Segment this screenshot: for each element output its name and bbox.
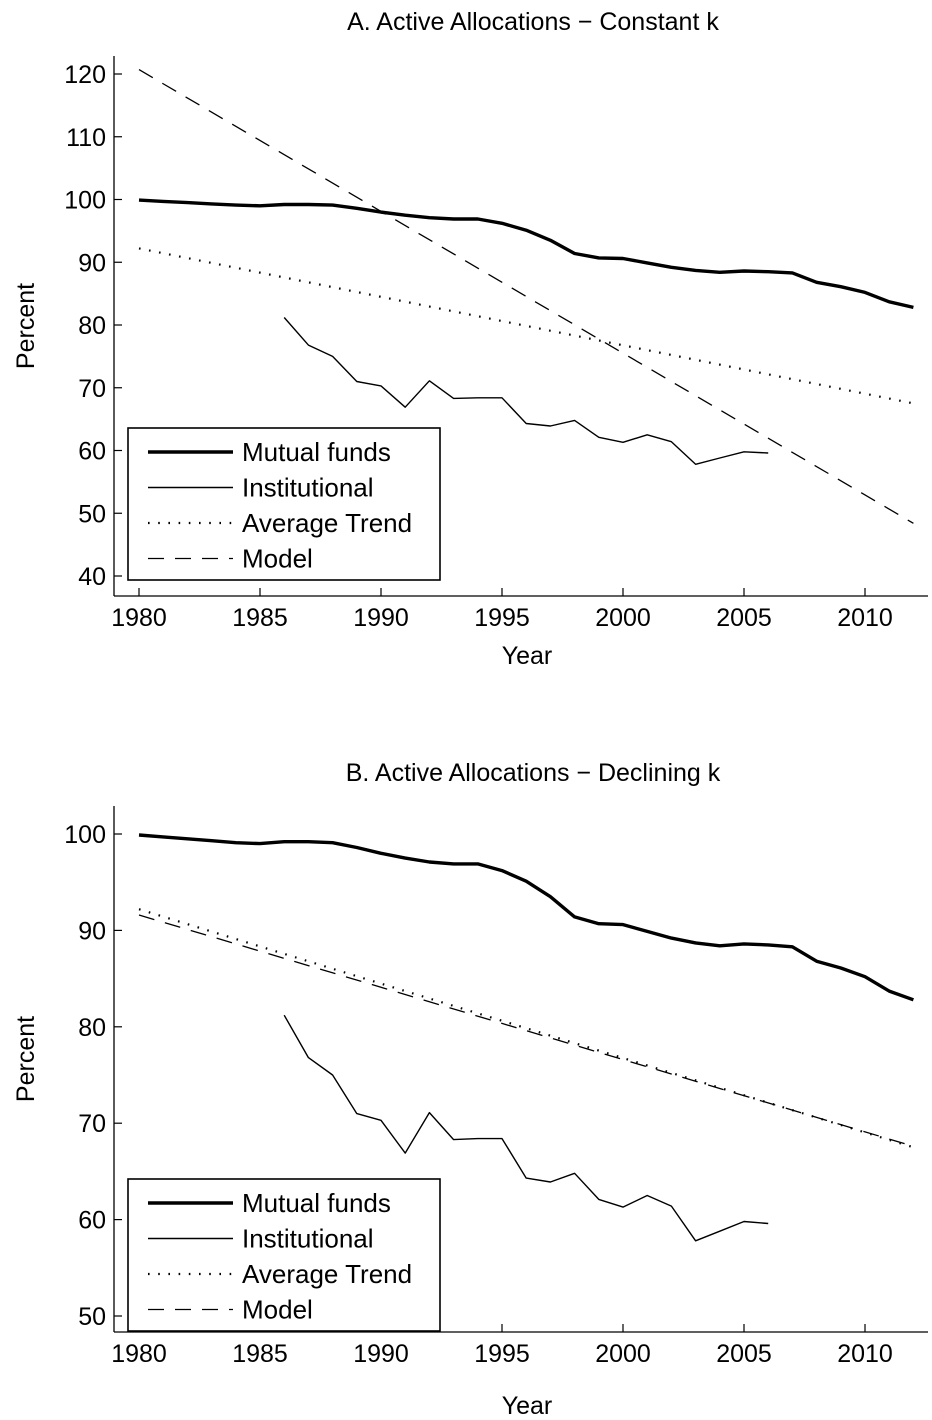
y-tick-label: 60: [78, 438, 106, 466]
panel-b-declining-k: B. Active Allocations − Declining k 50 60 7…: [12, 759, 928, 1420]
x-tick-label: 1980: [111, 1340, 167, 1368]
x-tick-label: 1980: [111, 604, 167, 632]
legend-label: Mutual funds: [242, 437, 391, 467]
legend-label: Average Trend: [242, 1259, 412, 1289]
x-axis-label-a: Year: [502, 642, 553, 670]
y-tick-label: 50: [78, 1303, 106, 1331]
series-line-mutual-funds: [138, 833, 914, 1002]
chart-title-a: A. Active Allocations − Constant k: [347, 8, 719, 36]
y-tick-label: 50: [78, 500, 106, 528]
x-tick-label: 1985: [232, 1340, 288, 1368]
series-line-average-trend: [138, 247, 914, 405]
x-tick-label: 1990: [353, 1340, 409, 1368]
legend-a: Mutual funds Institutional Average Trend Mo…: [127, 427, 441, 581]
x-axis-label-b: Year: [502, 1392, 553, 1420]
panel-a-constant-k: A. Active Allocations − Constant k 40 50 60…: [12, 8, 928, 670]
y-axis-label-a: Percent: [12, 283, 40, 369]
y-tick-label: 110: [66, 124, 106, 152]
y-tick-label: 100: [64, 821, 106, 849]
chart-title-b: B. Active Allocations − Declining k: [346, 759, 721, 787]
legend-label: Model: [242, 544, 313, 574]
legend-label: Average Trend: [242, 508, 412, 538]
legend-label: Institutional: [242, 1224, 374, 1254]
legend-label: Mutual funds: [242, 1188, 391, 1218]
y-tick-label: 120: [64, 61, 106, 89]
y-tick-label: 90: [78, 917, 106, 945]
x-tick-label: 1990: [353, 604, 409, 632]
legend-label: Model: [242, 1295, 313, 1325]
x-tick-label: 2010: [837, 1340, 893, 1368]
series-line-mutual-funds: [138, 198, 914, 310]
y-tick-label: 90: [78, 249, 106, 277]
y-axis-label-b: Percent: [12, 1016, 40, 1102]
series-line-institutional: [283, 317, 769, 465]
y-tick-label: 80: [78, 312, 106, 340]
series-line-model: [138, 69, 914, 524]
x-tick-label: 2005: [716, 604, 772, 632]
x-tick-label: 2000: [595, 604, 651, 632]
x-tick-label: 2000: [595, 1340, 651, 1368]
x-tick-label: 1985: [232, 604, 288, 632]
y-tick-label: 40: [78, 563, 106, 591]
x-tick-label: 1995: [474, 1340, 530, 1368]
x-tick-label: 2010: [837, 604, 893, 632]
y-tick-label: 70: [78, 1110, 106, 1138]
legend-b: Mutual funds Institutional Average Trend Mo…: [127, 1178, 441, 1332]
x-tick-label: 1995: [474, 604, 530, 632]
series-line-institutional: [283, 1014, 769, 1242]
y-tick-label: 100: [64, 187, 106, 215]
legend-label: Institutional: [242, 473, 374, 503]
y-tick-label: 70: [78, 375, 106, 403]
x-tick-label: 2005: [716, 1340, 772, 1368]
y-tick-label: 60: [78, 1207, 106, 1235]
y-tick-label: 80: [78, 1014, 106, 1042]
